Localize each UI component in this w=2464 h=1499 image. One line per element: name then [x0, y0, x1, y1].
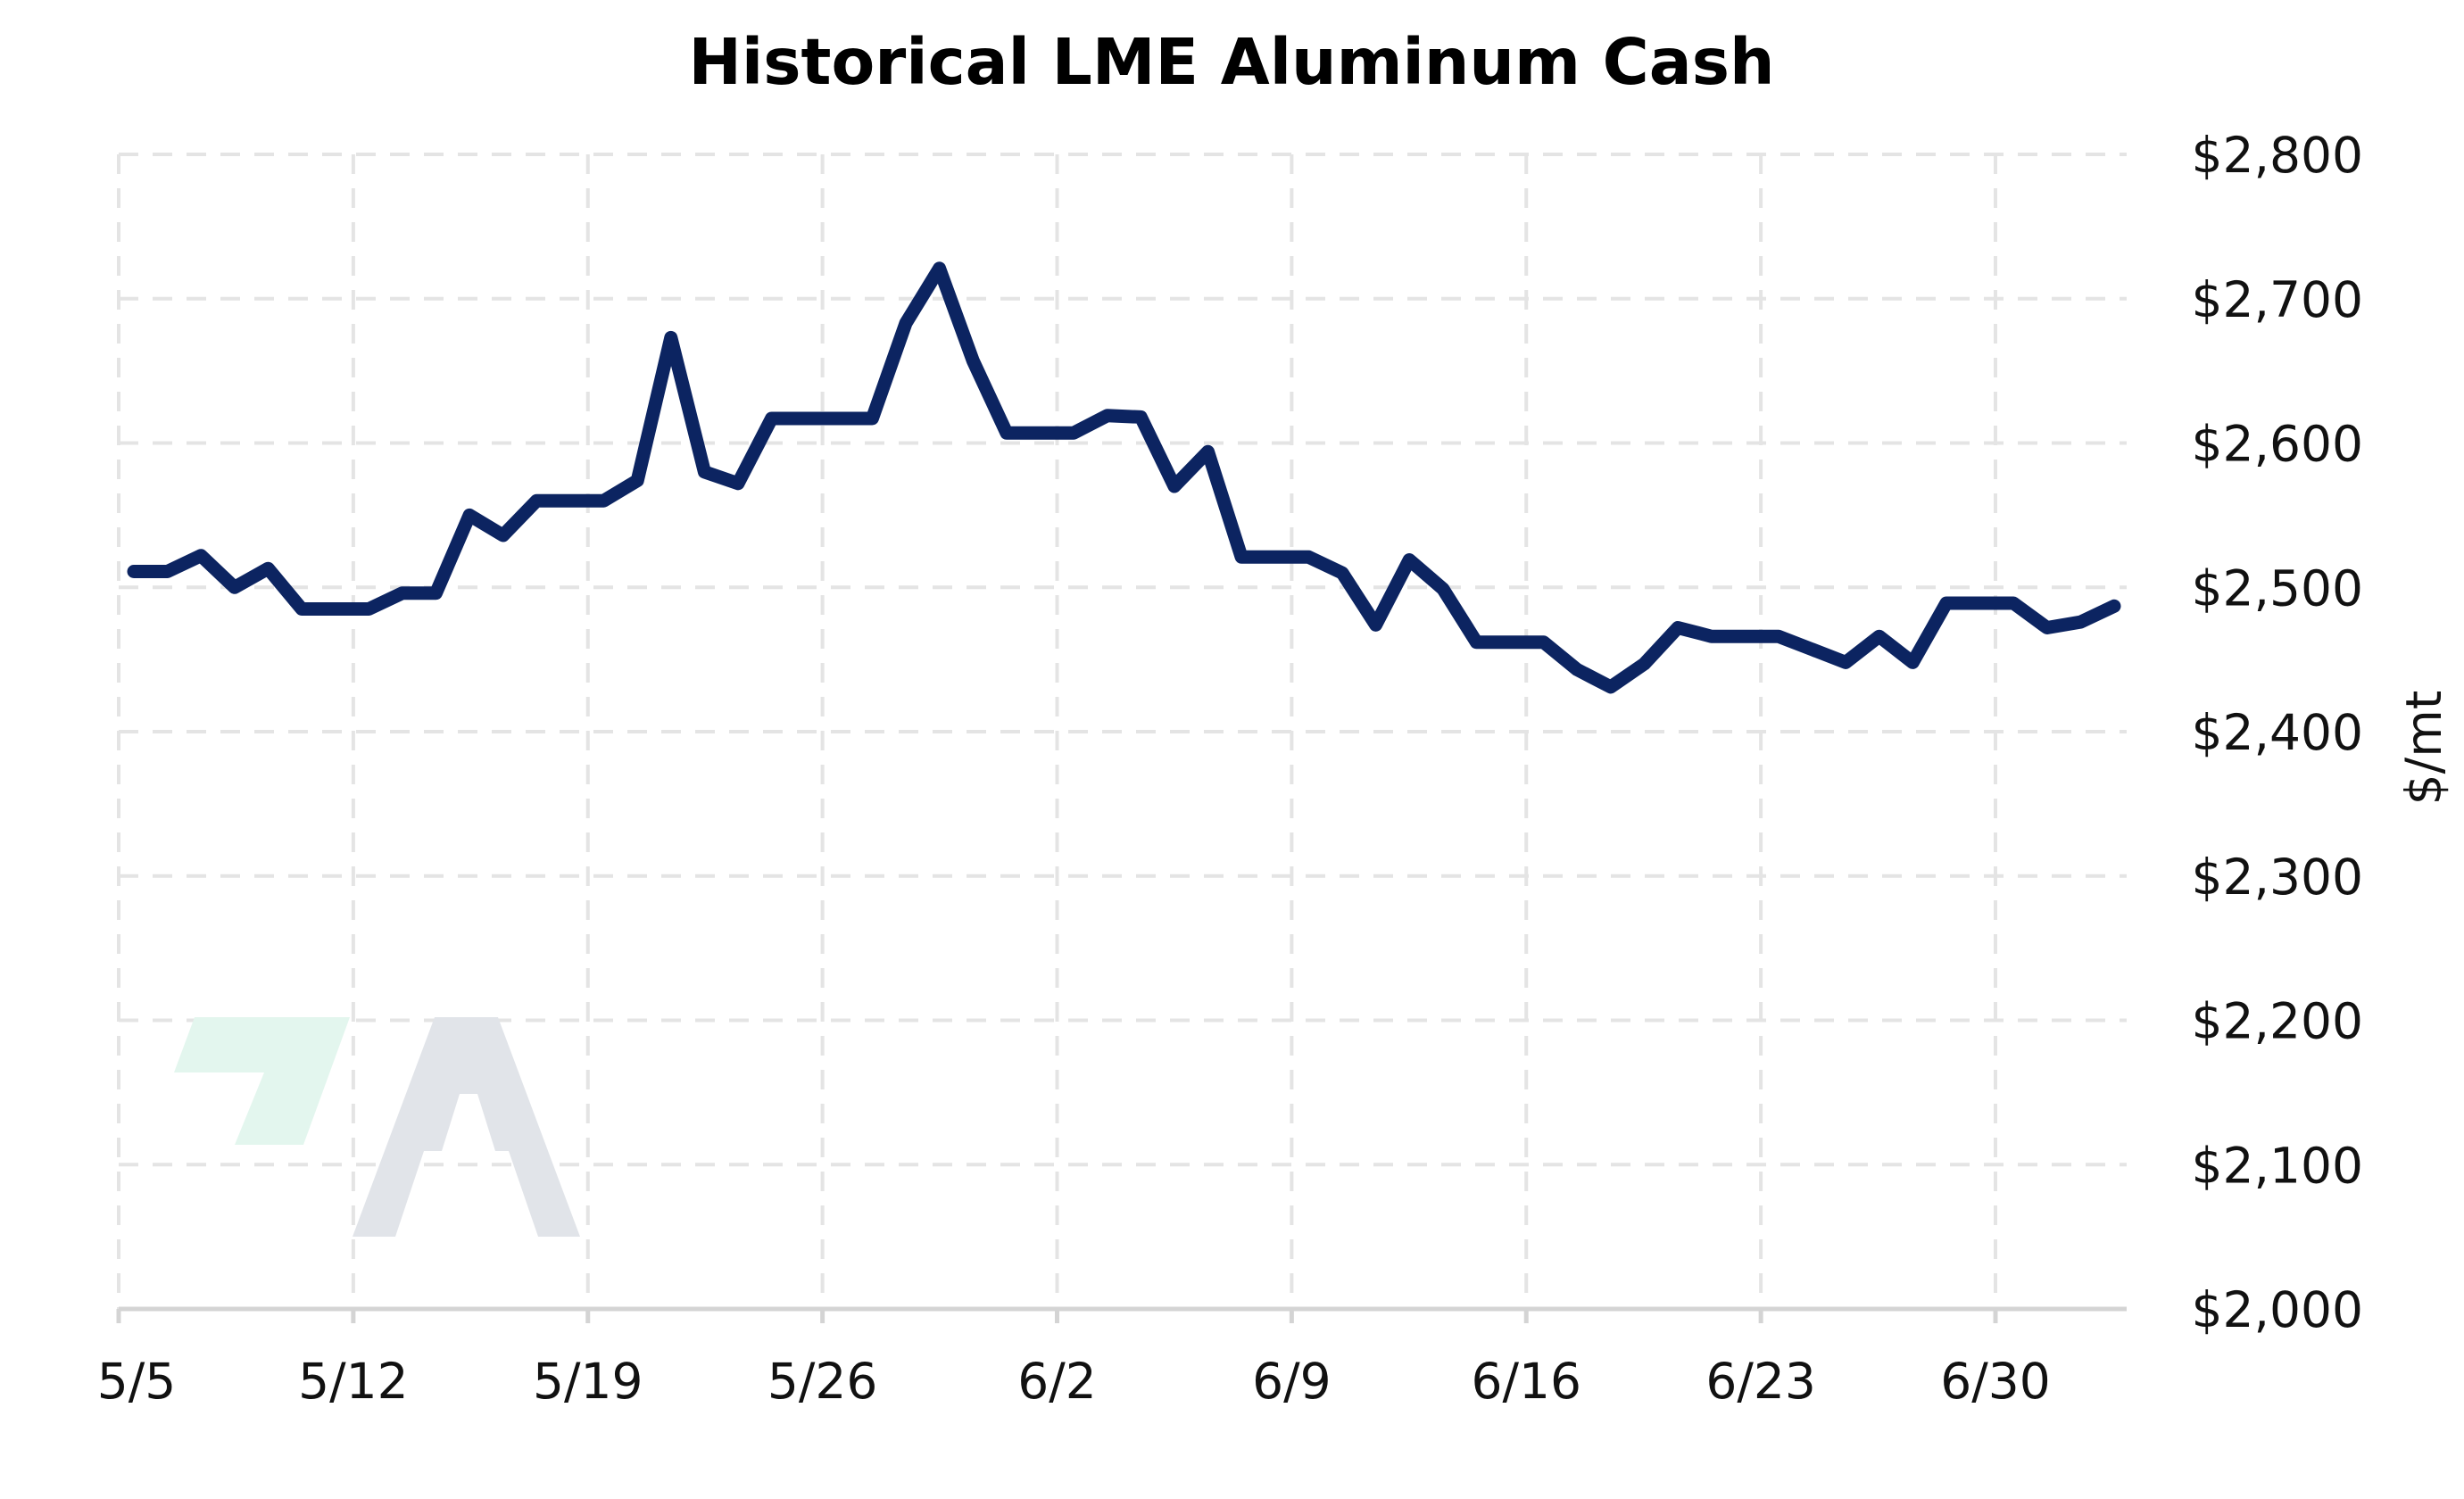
y-axis-label: $/mt — [2395, 691, 2452, 806]
series-group — [127, 261, 2121, 694]
y-axis: $2,000 $2,100 $2,200 $2,300 $2,400 $2,500 $2,6… — [2192, 127, 2363, 1338]
chart-title: Historical LME Aluminum Cash — [688, 25, 1774, 99]
y-tick-label: $2,300 — [2192, 849, 2363, 906]
y-tick-label: $2,400 — [2192, 704, 2363, 761]
watermark-logo — [174, 1017, 580, 1237]
y-tick-label: $2,200 — [2192, 993, 2363, 1050]
watermark-logo-mark-green — [174, 1017, 350, 1145]
gridlines — [117, 153, 2127, 1309]
series-line — [127, 261, 2121, 694]
x-tick-label: 6/23 — [1705, 1353, 1816, 1410]
x-tick-label: 6/2 — [1017, 1353, 1097, 1410]
x-tick-label: 5/12 — [298, 1353, 409, 1410]
y-tick-label: $2,700 — [2192, 271, 2363, 328]
y-tick-label: $2,100 — [2192, 1137, 2363, 1194]
y-tick-label: $2,800 — [2192, 127, 2363, 184]
watermark-logo-letter-a-counter — [442, 1094, 495, 1151]
y-tick-label: $2,500 — [2192, 559, 2363, 617]
y-tick-label: $2,600 — [2192, 416, 2363, 473]
x-tick-label: 5/5 — [97, 1353, 177, 1410]
x-tick-label: 6/16 — [1471, 1353, 1581, 1410]
y-tick-label: $2,000 — [2192, 1281, 2363, 1338]
x-tick-label: 6/30 — [1940, 1353, 2051, 1410]
x-tick-label: 5/26 — [767, 1353, 878, 1410]
x-tick-label: 5/19 — [533, 1353, 643, 1410]
x-tick-label: 6/9 — [1252, 1353, 1332, 1410]
x-axis: 5/5 5/12 5/19 5/26 6/2 6/9 6/16 6/23 6/30 — [97, 1309, 2051, 1410]
